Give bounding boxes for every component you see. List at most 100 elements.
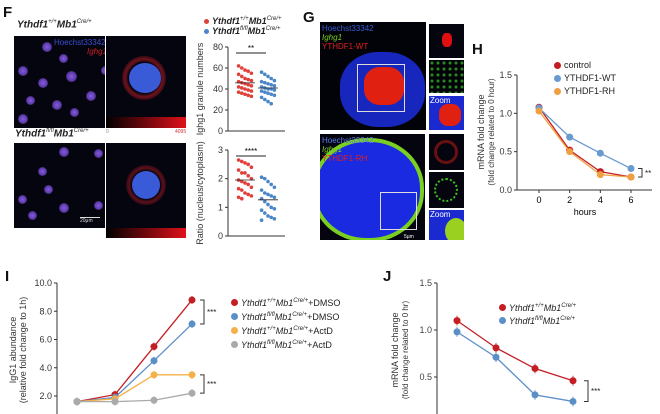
- H-data-point: [566, 133, 574, 141]
- H-significance-bracket: [638, 168, 643, 178]
- legend-marker: [204, 28, 209, 34]
- F-top-data-point: [269, 92, 274, 97]
- F-top-data-point: [240, 91, 244, 95]
- g-wt-channel-hoechst: Hoechst33342: [322, 24, 374, 33]
- H-data-point: [627, 173, 635, 181]
- gene: Ythdf1: [17, 19, 49, 31]
- H-y-tick-label: 1.5: [499, 70, 512, 80]
- I-y-tick-label: 8.0: [39, 306, 52, 316]
- g-image-rh: Hoechst33342 Ighg1 YTHDF1-RH 5μm: [320, 134, 425, 240]
- legend-item: Ythdf1+/+Mb1Cre/+: [499, 301, 576, 314]
- panel-label-j: J: [383, 268, 392, 285]
- I-data-point: [188, 320, 196, 328]
- F-bottom-data-point: [259, 188, 264, 192]
- J-data-point: [569, 377, 577, 385]
- I-series-line: [76, 374, 192, 403]
- I-data-point: [150, 371, 158, 379]
- g-wt-green-zoom: [429, 60, 464, 93]
- H-x-tick-label: 2: [567, 195, 572, 205]
- J-data-point: [453, 317, 461, 325]
- F-bottom-y-tick-label: 1: [218, 202, 223, 212]
- I-y-axis-label: IgG1 abundance: [8, 317, 18, 384]
- panel-label-f: F: [3, 4, 13, 21]
- H-x-tick-label: 0: [536, 195, 541, 205]
- F-top-data-point: [243, 81, 247, 86]
- I-significance-label: ***: [207, 380, 216, 389]
- F-bottom-data-point: [240, 179, 244, 184]
- J-significance-bracket: [584, 380, 589, 402]
- legend-item: Ythdf1+/+Mb1Cre/++ActD: [231, 323, 340, 337]
- I-significance-bracket: [200, 374, 205, 394]
- F-bottom-y-tick-label: 0: [218, 231, 223, 241]
- H-series-line: [538, 107, 632, 170]
- F-bottom-data-point: [249, 176, 254, 181]
- legend-item: YTHDF1-WT: [554, 72, 616, 85]
- J-y-tick-label: 1.0: [419, 325, 432, 335]
- genotype: fl/fl: [46, 128, 54, 134]
- H-x-axis-label: hours: [574, 207, 597, 217]
- legend-item: Ythdf1fl/flMb1Cre/++DMSO: [231, 309, 340, 323]
- F-bottom-data-point: [249, 185, 254, 190]
- H-y-axis-label: mRNA fold change: [476, 94, 486, 169]
- F-bottom-data-point: [240, 188, 244, 192]
- F-bottom-data-point: [272, 195, 277, 200]
- legend-marker: [231, 312, 238, 320]
- cre: Mb1: [53, 128, 74, 140]
- F-bottom-y-tick-label: 3: [218, 145, 223, 155]
- legend-item: Ythdf1fl/flMb1Cre/+: [204, 26, 282, 36]
- panel-label-g: G: [303, 9, 315, 26]
- F-top-data-point: [249, 84, 254, 88]
- F-bottom-data-point: [243, 161, 247, 165]
- F-top-data-point: [249, 89, 254, 93]
- F-top-data-point: [269, 101, 274, 106]
- f-legend: Ythdf1+/+Mb1Cre/+ Ythdf1fl/flMb1Cre/+: [204, 16, 282, 36]
- F-bottom-data-point: [259, 218, 264, 223]
- I-data-point: [111, 398, 119, 406]
- H-y-tick-label: 0.0: [499, 185, 512, 195]
- f-colorbar: [106, 117, 186, 128]
- F-bottom-data-point: [240, 159, 244, 164]
- g-wt-zoom-label: Zoom: [430, 96, 451, 105]
- F-top-data-point: [266, 81, 270, 86]
- F-top-data-point: [240, 66, 244, 70]
- F-top-data-point: [243, 76, 247, 81]
- f-overview-image-ko: 20μm: [14, 143, 105, 228]
- F-top-y-tick-label: 20: [213, 105, 223, 115]
- F-top-data-point: [236, 64, 241, 68]
- legend-marker: [231, 340, 238, 348]
- I-y-tick-label: 10.0: [34, 278, 52, 288]
- F-bottom-data-point: [272, 217, 277, 221]
- F-top-data-point: [272, 88, 277, 92]
- legend-item: Ythdf1+/+Mb1Cre/++DMSO: [231, 295, 340, 309]
- I-significance-label: ***: [207, 308, 216, 317]
- I-data-point: [73, 398, 81, 406]
- H-series-line: [538, 106, 632, 178]
- F-top-data-point: [243, 87, 247, 91]
- I-data-point: [150, 357, 158, 365]
- I-data-point: [150, 396, 158, 404]
- J-y-axis-label: mRNA fold change: [390, 312, 400, 387]
- F-top-y-tick-label: 60: [213, 63, 223, 73]
- I-series-line: [76, 299, 193, 403]
- F-top-data-point: [272, 78, 277, 83]
- g-rh-red-zoom: [429, 134, 464, 170]
- f-overview-image-wt: Hoechst33342 Ighg1: [14, 36, 105, 128]
- F-bottom-data-point: [243, 171, 247, 175]
- legend-marker: [554, 75, 561, 82]
- F-bottom-data-point: [272, 185, 277, 190]
- I-data-point: [150, 343, 158, 351]
- h-legend: control YTHDF1-WT YTHDF1-RH: [554, 59, 616, 98]
- cre: Mb1: [56, 19, 77, 31]
- j-legend: Ythdf1+/+Mb1Cre/+ Ythdf1fl/flMb1Cre/+: [499, 301, 576, 327]
- F-top-data-point: [243, 68, 247, 72]
- J-series-line: [456, 320, 574, 382]
- f-single-cell-image-wt: [106, 36, 186, 117]
- I-data-point: [188, 296, 196, 304]
- I-significance-bracket: [200, 299, 205, 325]
- J-y-axis-label: (fold change related to 0 hr): [401, 301, 410, 400]
- channel-label-ighg1: Ighg1: [87, 47, 105, 56]
- F-bottom-y-axis-label: Ratio (nucleus/cytoplasm): [195, 141, 205, 245]
- J-series-line: [456, 331, 574, 403]
- scale-bar-label: 20μm: [80, 218, 93, 224]
- I-y-tick-label: 4.0: [39, 363, 52, 373]
